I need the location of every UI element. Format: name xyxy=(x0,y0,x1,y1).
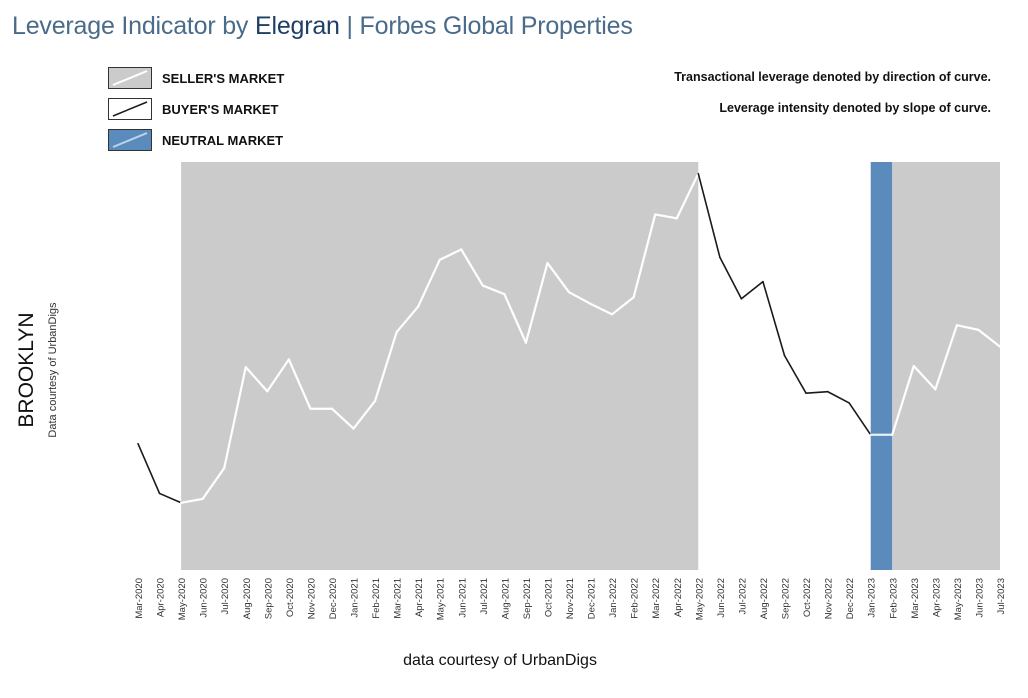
legend-seller: SELLER'S MARKET xyxy=(108,66,284,90)
x-tick-label-18: Sep-2021 xyxy=(522,578,533,619)
x-tick-label-4: Jul-2020 xyxy=(220,578,231,614)
series-segment-35 xyxy=(891,364,915,436)
x-tick-label-20: Nov-2021 xyxy=(565,578,576,619)
series-segment-27 xyxy=(719,256,743,300)
series-segment-14 xyxy=(438,248,463,262)
series-segment-25 xyxy=(675,172,700,220)
x-tick-label-0: Mar-2020 xyxy=(134,578,145,619)
series-segment-30 xyxy=(783,354,807,395)
x-tick-label-30: Sep-2022 xyxy=(781,578,792,619)
seller-market-region-0 xyxy=(181,162,699,570)
series-segment-38 xyxy=(955,324,980,331)
series-segment-36 xyxy=(912,364,937,391)
legend-neutral: NEUTRAL MARKET xyxy=(108,128,283,152)
seller-market-swatch xyxy=(108,67,152,89)
series-segment-26 xyxy=(697,172,721,259)
x-tick-label-38: May-2023 xyxy=(953,578,964,620)
series-segment-12 xyxy=(395,305,420,334)
x-tick-label-14: May-2021 xyxy=(436,578,447,620)
page-title: Leverage Indicator by Elegran | Forbes G… xyxy=(12,12,633,40)
x-tick-label-17: Aug-2021 xyxy=(500,578,511,619)
series-segment-1 xyxy=(158,492,182,504)
legend-label-seller: SELLER'S MARKET xyxy=(162,70,285,86)
x-tick-label-8: Nov-2020 xyxy=(306,578,317,619)
x-tick-label-15: Jun-2021 xyxy=(457,578,468,618)
x-tick-label-40: Jul-2023 xyxy=(996,578,1007,614)
x-tick-label-24: Mar-2022 xyxy=(651,578,662,619)
legend-label-neutral: NEUTRAL MARKET xyxy=(162,132,284,148)
neutral-market-region-1 xyxy=(870,162,893,570)
series-segment-19 xyxy=(546,261,571,294)
x-tick-label-9: Dec-2020 xyxy=(328,578,339,619)
series-segment-31 xyxy=(805,390,829,395)
series-segment-5 xyxy=(244,366,269,393)
x-tick-label-27: Jun-2022 xyxy=(716,578,727,618)
x-tick-label-35: Feb-2023 xyxy=(888,578,899,619)
x-tick-label-10: Jan-2021 xyxy=(350,578,361,618)
series-segment-13 xyxy=(417,258,441,308)
x-tick-label-1: Apr-2020 xyxy=(156,578,167,617)
series-segment-6 xyxy=(266,358,290,393)
series-segment-24 xyxy=(654,213,678,220)
x-tick-label-11: Feb-2021 xyxy=(371,578,382,619)
x-tick-label-36: Mar-2023 xyxy=(910,578,921,619)
x-tick-label-33: Dec-2022 xyxy=(845,578,856,619)
buyer-market-swatch xyxy=(108,98,152,120)
x-tick-label-34: Jan-2023 xyxy=(867,578,878,618)
series-segment-20 xyxy=(567,291,592,305)
series-segment-39 xyxy=(977,328,1002,348)
x-tick-label-26: May-2022 xyxy=(694,578,705,620)
note-direction: Transactional leverage denoted by direct… xyxy=(674,70,991,84)
legend-label-buyer: BUYER'S MARKET xyxy=(162,101,279,117)
series-segment-23 xyxy=(632,213,657,299)
series-segment-17 xyxy=(503,293,528,344)
x-tick-label-12: Mar-2021 xyxy=(393,578,404,619)
x-tick-label-7: Oct-2020 xyxy=(285,578,296,617)
x-tick-label-29: Aug-2022 xyxy=(759,578,770,619)
series-segment-3 xyxy=(201,467,226,500)
series-segment-0 xyxy=(137,442,161,495)
x-tick-label-2: May-2020 xyxy=(177,578,188,620)
series-segment-7 xyxy=(287,358,312,410)
legend-buyer: BUYER'S MARKET xyxy=(108,97,279,121)
x-tick-label-32: Nov-2022 xyxy=(824,578,835,619)
x-tick-label-23: Feb-2022 xyxy=(630,578,641,619)
series-segment-2 xyxy=(180,497,204,504)
x-tick-label-3: Jun-2020 xyxy=(199,578,210,618)
x-tick-label-22: Jan-2022 xyxy=(608,578,619,618)
footer-credit: data courtesy of UrbanDigs xyxy=(403,652,597,669)
x-tick-label-5: Aug-2020 xyxy=(242,578,253,619)
series-segment-22 xyxy=(610,296,635,316)
x-tick-label-37: Apr-2023 xyxy=(931,578,942,617)
series-segment-10 xyxy=(352,399,377,430)
x-tick-label-25: Apr-2022 xyxy=(673,578,684,617)
x-tick-label-21: Dec-2021 xyxy=(587,578,598,619)
series-segment-9 xyxy=(330,407,355,430)
x-tick-label-28: Jul-2022 xyxy=(737,578,748,614)
series-segment-15 xyxy=(460,248,484,287)
series-segment-37 xyxy=(934,324,959,391)
seller-market-region-2 xyxy=(892,162,1000,570)
series-segment-33 xyxy=(848,402,872,436)
x-tick-label-31: Oct-2022 xyxy=(802,578,813,617)
series-segment-4 xyxy=(223,366,247,470)
x-tick-label-19: Oct-2021 xyxy=(543,578,554,617)
series-segment-29 xyxy=(762,280,786,357)
series-segment-11 xyxy=(373,331,398,403)
series-segment-28 xyxy=(740,280,764,300)
series-segment-18 xyxy=(524,261,549,344)
series-segment-21 xyxy=(589,302,614,316)
neutral-market-swatch xyxy=(108,129,152,151)
x-tick-label-39: Jun-2023 xyxy=(974,578,985,618)
series-segment-32 xyxy=(826,390,850,404)
brand-name: Elegran xyxy=(254,12,340,40)
x-tick-label-16: Jul-2021 xyxy=(479,578,490,614)
x-tick-label-6: Sep-2020 xyxy=(263,578,274,619)
x-tick-label-13: Apr-2021 xyxy=(414,578,425,617)
note-intensity: Leverage intensity denoted by slope of c… xyxy=(719,101,991,115)
series-segment-16 xyxy=(481,284,506,296)
